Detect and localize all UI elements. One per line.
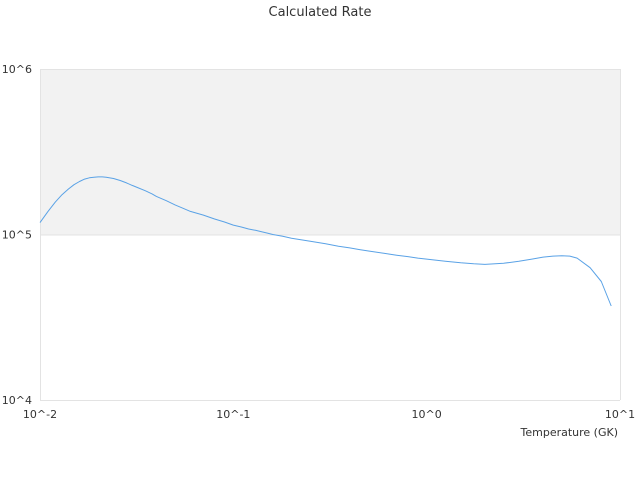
x-tick-label: 10^0: [412, 408, 442, 421]
y-tick-label: 10^5: [2, 229, 32, 242]
series-layer: [39, 176, 612, 307]
x-axis-title: Temperature (GK): [520, 426, 619, 439]
x-tick-labels: 10^-2 10^-1 10^0 10^1: [23, 408, 635, 421]
y-tick-label: 10^6: [2, 63, 32, 76]
plot-band-upper: [40, 69, 620, 235]
chart-title: Calculated Rate: [269, 5, 372, 20]
y-tick-labels: 10^4 10^5 10^6: [2, 63, 32, 407]
x-tick-label: 10^-2: [23, 408, 57, 421]
x-tick-label: 10^-1: [216, 408, 250, 421]
grid-lines: [40, 69, 621, 401]
x-tick-label: 10^1: [605, 408, 635, 421]
series-line-0: [39, 176, 612, 307]
y-tick-label: 10^4: [2, 394, 32, 407]
plot-bands: [40, 69, 620, 235]
